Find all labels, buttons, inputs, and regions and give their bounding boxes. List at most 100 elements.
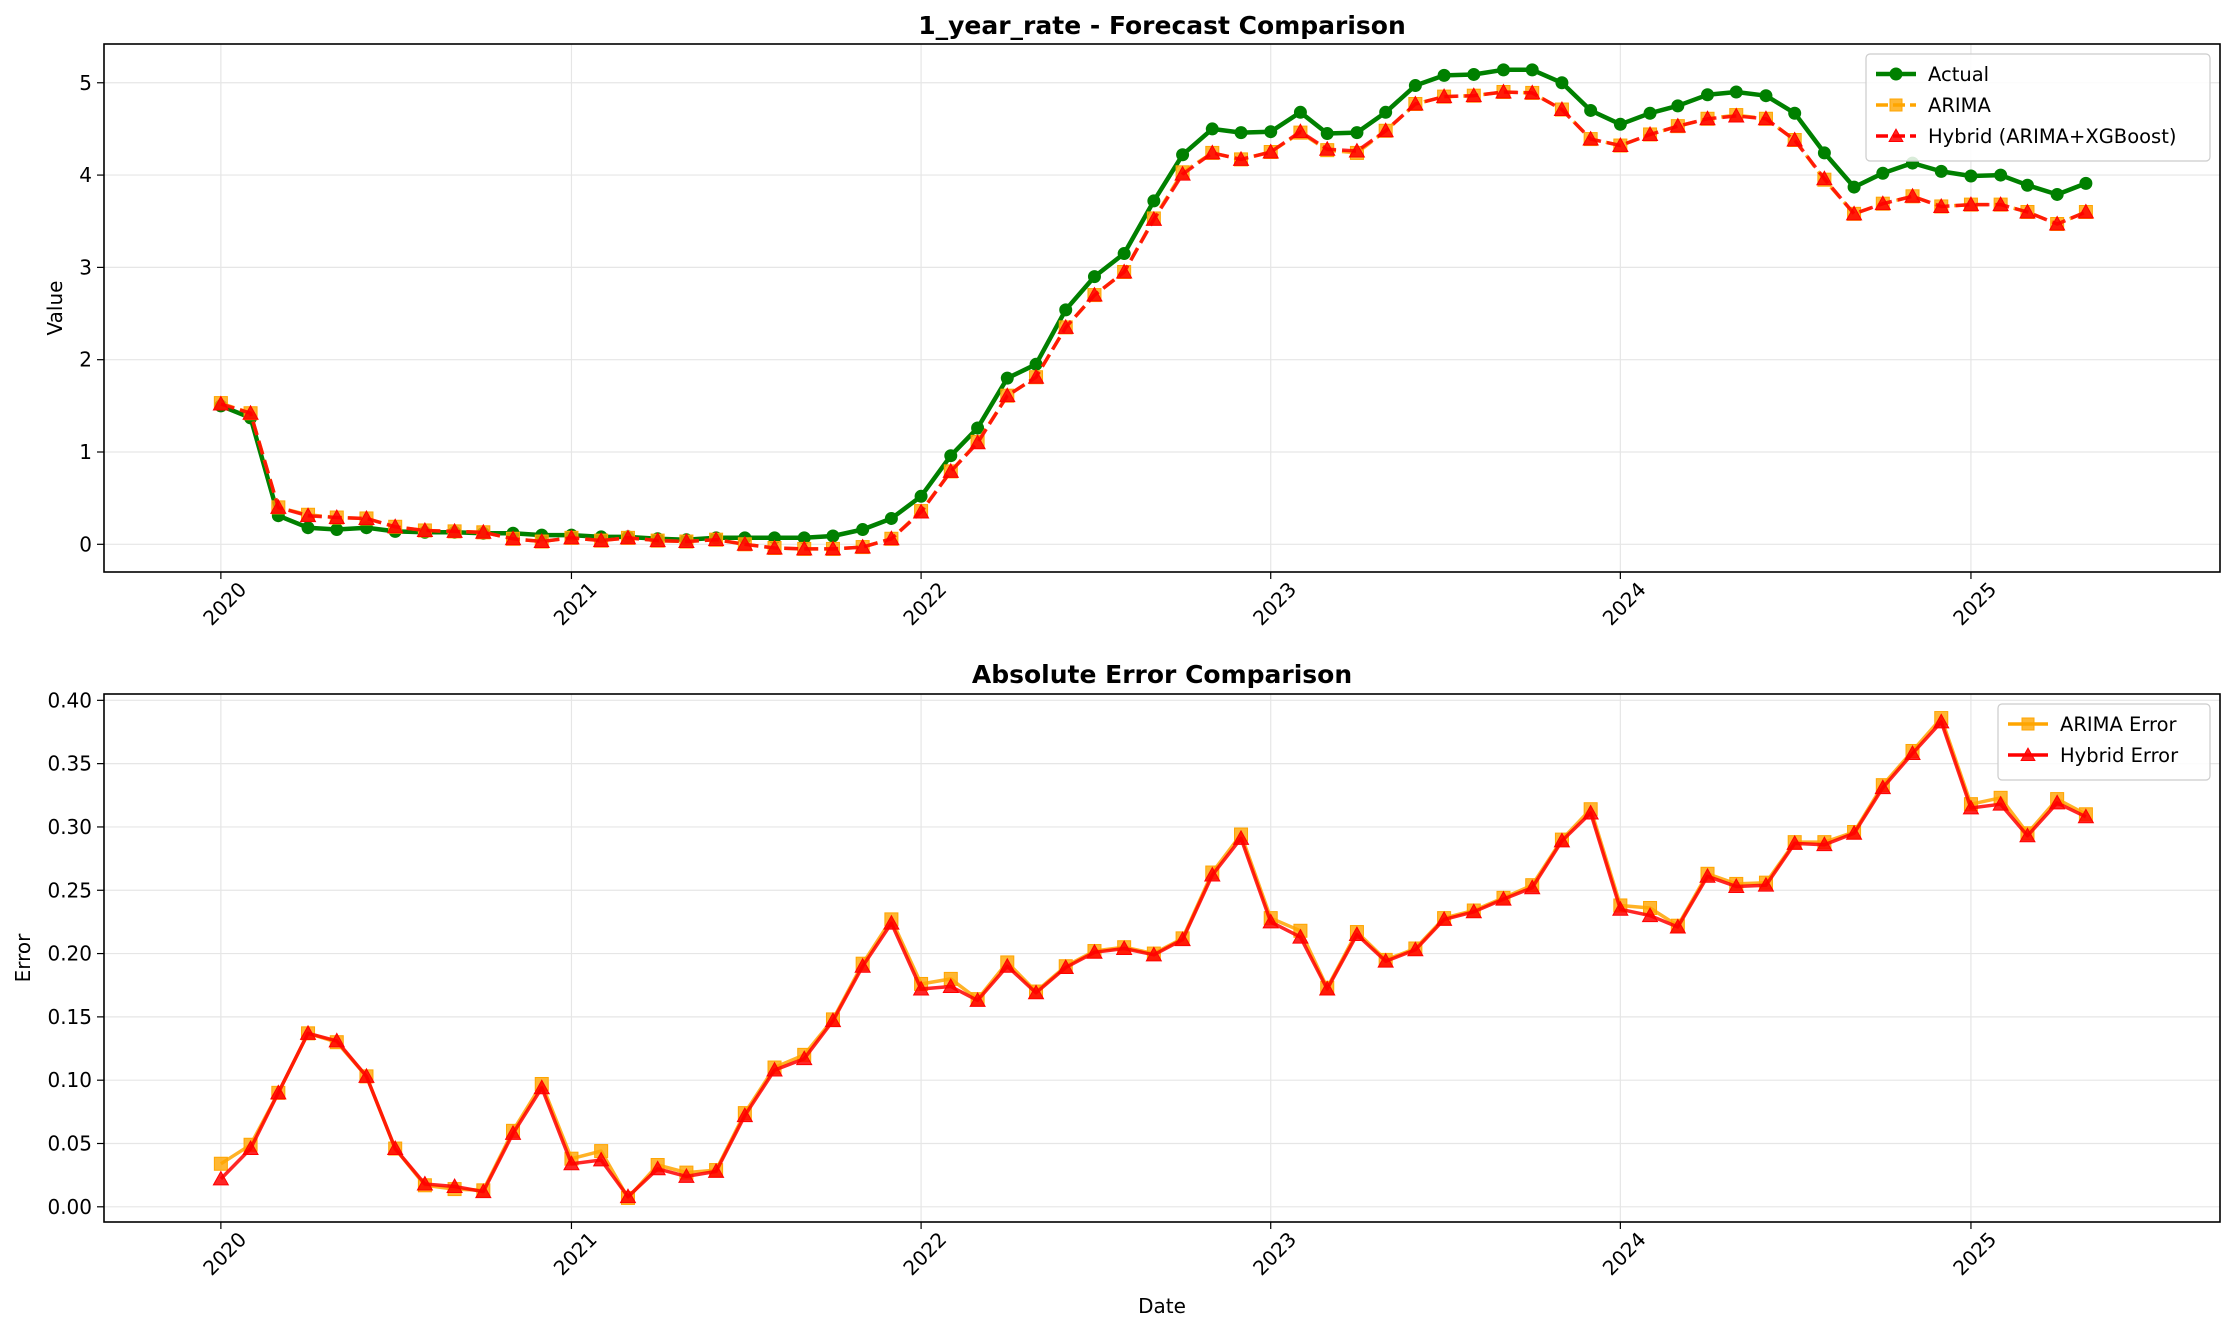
data-point — [1904, 745, 1921, 760]
legend: Actual ARIMA Hybrid (ARIMA+XGBoost) — [1865, 53, 2211, 162]
data-point — [1292, 928, 1309, 944]
data-point — [1117, 247, 1131, 261]
data-point — [1377, 952, 1394, 968]
plot-frame — [103, 693, 2221, 1223]
data-point — [1874, 779, 1892, 795]
x-tick-label: 2025 — [1948, 1227, 2001, 1280]
y-axis-label: Value — [43, 281, 67, 336]
data-point — [736, 1107, 754, 1123]
data-point — [504, 1124, 522, 1140]
data-point — [736, 535, 754, 551]
data-point — [795, 1050, 813, 1066]
data-point — [1876, 166, 1890, 180]
y-tick-label: 0.25 — [47, 878, 92, 902]
x-axis-label: Date — [1138, 1294, 1186, 1318]
data-point — [1786, 834, 1804, 850]
data-point — [1932, 713, 1950, 729]
data-point — [1348, 142, 1366, 158]
y-tick-label: 0.35 — [47, 752, 92, 776]
data-point — [2050, 187, 2064, 201]
series-group — [212, 63, 2095, 556]
data-point — [1613, 117, 1627, 131]
data-point — [1000, 371, 1014, 385]
y-tick-label: 5 — [79, 71, 92, 95]
data-point — [1555, 76, 1569, 90]
data-point — [998, 387, 1016, 403]
data-point — [971, 421, 985, 435]
data-point — [1232, 150, 1250, 166]
data-point — [2079, 176, 2093, 190]
y-tick-label: 0.20 — [47, 942, 92, 966]
plot-frame — [103, 43, 2221, 573]
data-point — [242, 1140, 259, 1156]
data-point — [1407, 95, 1424, 111]
data-point — [824, 540, 842, 556]
data-point — [1293, 105, 1307, 119]
y-axis-label: Error — [11, 933, 35, 983]
data-point — [1379, 105, 1393, 119]
ticks: 0 1 2 3 4 5 2020 2021 2022 2023 2024 2025 — [79, 71, 2001, 630]
legend-marker — [2021, 717, 2035, 731]
data-point — [299, 507, 317, 523]
data-point — [1523, 879, 1541, 895]
data-point — [2077, 203, 2095, 219]
data-point — [1904, 187, 1921, 203]
data-point — [1495, 890, 1512, 906]
data-point — [912, 503, 930, 519]
data-point — [619, 1188, 637, 1204]
data-point — [854, 538, 871, 554]
data-point — [1699, 110, 1716, 126]
data-point — [1292, 123, 1309, 139]
data-point — [1874, 195, 1892, 211]
data-point — [212, 395, 230, 411]
data-point — [299, 1024, 317, 1040]
data-point — [1059, 303, 1073, 317]
x-tick-label: 2020 — [198, 577, 251, 630]
data-point — [330, 523, 344, 537]
forecast-comparison-chart: 1_year_rate - Forecast Comparison Value … — [43, 11, 2221, 630]
data-point — [1465, 87, 1483, 103]
data-point — [1612, 900, 1629, 916]
data-point — [1087, 270, 1101, 284]
data-point — [914, 489, 928, 503]
data-point — [1027, 984, 1045, 1000]
data-point — [1318, 140, 1336, 156]
chart-title: 1_year_rate - Forecast Comparison — [918, 11, 1406, 40]
data-point — [856, 523, 870, 537]
y-tick-label: 0.30 — [47, 815, 92, 839]
data-point — [1115, 939, 1133, 955]
legend-marker — [1889, 98, 1903, 112]
y-tick-label: 3 — [79, 255, 92, 279]
data-point — [678, 1167, 695, 1183]
data-point — [795, 540, 813, 556]
data-point — [1847, 180, 1861, 194]
data-point — [2019, 827, 2036, 843]
data-point — [563, 529, 580, 545]
data-point — [1727, 877, 1745, 893]
data-point — [1757, 876, 1775, 892]
data-point — [1641, 907, 1659, 923]
x-tick-label: 2023 — [1248, 577, 1301, 630]
data-point — [386, 518, 404, 534]
data-point — [1786, 131, 1804, 147]
data-point — [942, 462, 960, 478]
data-point — [301, 521, 315, 535]
data-point — [1845, 824, 1863, 840]
data-point — [1612, 137, 1629, 153]
data-point — [944, 449, 958, 463]
data-point — [1523, 84, 1541, 100]
data-point — [212, 1170, 230, 1186]
data-point — [1964, 169, 1978, 183]
y-tick-label: 1 — [79, 440, 92, 464]
data-point — [1934, 164, 1948, 178]
data-point — [969, 434, 986, 450]
data-point — [1932, 197, 1950, 213]
data-point — [592, 1151, 610, 1167]
data-point — [1553, 832, 1571, 848]
data-point — [1057, 958, 1075, 974]
data-point — [1467, 67, 1481, 81]
data-point — [1029, 357, 1043, 371]
data-point — [475, 1183, 492, 1199]
data-point — [2020, 178, 2034, 192]
